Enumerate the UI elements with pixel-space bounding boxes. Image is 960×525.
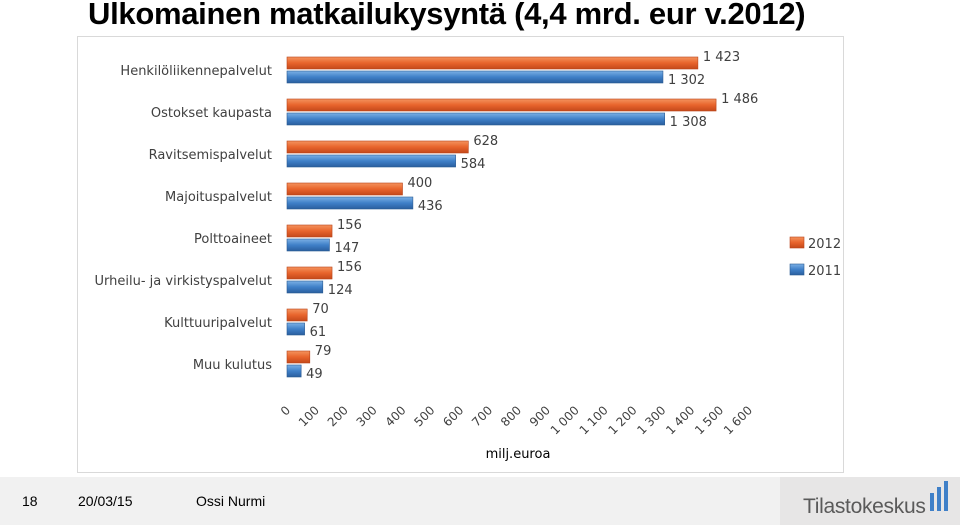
bar-2012-1 bbox=[286, 98, 717, 112]
x-tick-label: 600 bbox=[440, 403, 466, 429]
data-label-2012: 1 486 bbox=[721, 92, 758, 107]
bar-2011-3 bbox=[286, 196, 414, 210]
x-tick-label: 800 bbox=[498, 403, 524, 429]
bar-2012-4 bbox=[286, 224, 333, 238]
bar-2011-2 bbox=[286, 154, 456, 168]
bar-2012-7 bbox=[286, 350, 311, 364]
data-label-2012: 79 bbox=[315, 344, 332, 359]
data-label-2011: 124 bbox=[328, 283, 353, 298]
legend-label: 2011 bbox=[808, 264, 841, 279]
bar-2012-2 bbox=[286, 140, 469, 154]
chart-area: Henkilöliikennepalvelut 1 423 1 302 Ostokse… bbox=[77, 36, 844, 473]
x-tick-label: 300 bbox=[354, 403, 380, 429]
x-tick-label: 200 bbox=[325, 403, 351, 429]
data-label-2011: 436 bbox=[418, 199, 443, 214]
x-tick-label: 1 200 bbox=[605, 403, 639, 437]
category-label: Kulttuuripalvelut bbox=[164, 316, 272, 331]
category-label: Ostokset kaupasta bbox=[151, 106, 272, 121]
x-tick-label: 1 600 bbox=[721, 403, 755, 437]
x-axis-title: milj.euroa bbox=[486, 447, 551, 462]
data-label-2012: 156 bbox=[337, 218, 362, 233]
logo-text: Tilastokeskus bbox=[803, 495, 926, 518]
legend-swatch-2011 bbox=[789, 263, 805, 276]
x-tick-label: 700 bbox=[469, 403, 495, 429]
bar-2012-5 bbox=[286, 266, 333, 280]
logo-bars-icon bbox=[930, 481, 948, 511]
category-label: Henkilöliikennepalvelut bbox=[120, 64, 272, 79]
data-label-2011: 584 bbox=[461, 157, 486, 172]
bar-2011-6 bbox=[286, 322, 305, 336]
data-label-2011: 147 bbox=[334, 241, 359, 256]
data-label-2012: 628 bbox=[473, 134, 498, 149]
data-label-2011: 61 bbox=[310, 325, 327, 340]
data-label-2011: 1 308 bbox=[670, 115, 707, 130]
data-label-2011: 49 bbox=[306, 367, 323, 382]
legend-label: 2012 bbox=[808, 237, 841, 252]
x-tick-label: 1 500 bbox=[692, 403, 726, 437]
bar-2011-5 bbox=[286, 280, 324, 294]
category-label: Urheilu- ja virkistyspalvelut bbox=[95, 274, 272, 289]
x-tick-label: 1 000 bbox=[548, 403, 582, 437]
footer-date: 20/03/15 bbox=[78, 493, 133, 509]
page-title: Ulkomainen matkailukysyntä (4,4 mrd. eur… bbox=[88, 0, 806, 31]
category-label: Majoituspalvelut bbox=[165, 190, 272, 205]
category-label: Ravitsemispalvelut bbox=[149, 148, 272, 163]
footer-bar: 18 20/03/15 Ossi Nurmi Tilastokeskus bbox=[0, 477, 960, 525]
bar-2011-0 bbox=[286, 70, 664, 84]
bar-2012-0 bbox=[286, 56, 699, 70]
data-label-2011: 1 302 bbox=[668, 73, 705, 88]
category-label: Polttoaineet bbox=[194, 232, 272, 247]
bar-2012-3 bbox=[286, 182, 403, 196]
legend-swatch-2012 bbox=[789, 236, 805, 249]
footer-panel bbox=[0, 477, 780, 525]
x-tick-label: 0 bbox=[278, 403, 293, 418]
bar-2012-6 bbox=[286, 308, 308, 322]
page-number: 18 bbox=[22, 493, 38, 509]
bar-chart: Henkilöliikennepalvelut 1 423 1 302 Ostokse… bbox=[95, 50, 842, 462]
x-tick-label: 500 bbox=[411, 403, 437, 429]
category-label: Muu kulutus bbox=[193, 358, 272, 373]
bar-2011-1 bbox=[286, 112, 665, 126]
data-label-2012: 400 bbox=[408, 176, 433, 191]
data-label-2012: 1 423 bbox=[703, 50, 740, 65]
data-label-2012: 156 bbox=[337, 260, 362, 275]
data-label-2012: 70 bbox=[312, 302, 329, 317]
bar-2011-7 bbox=[286, 364, 302, 378]
x-tick-label: 100 bbox=[296, 403, 322, 429]
bar-2011-4 bbox=[286, 238, 330, 252]
x-tick-label: 1 100 bbox=[577, 403, 611, 437]
footer-author: Ossi Nurmi bbox=[196, 493, 266, 509]
x-tick-label: 1 300 bbox=[634, 403, 668, 437]
x-tick-label: 1 400 bbox=[663, 403, 697, 437]
x-tick-label: 400 bbox=[383, 403, 409, 429]
